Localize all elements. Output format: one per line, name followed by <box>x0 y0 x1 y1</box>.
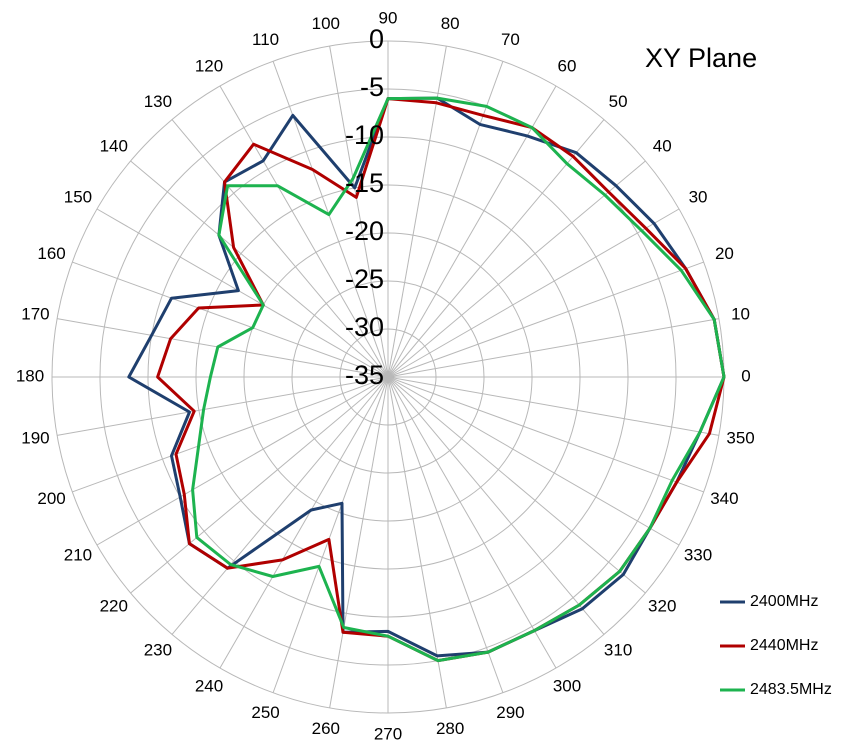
angle-tick-label: 10 <box>731 304 750 323</box>
angle-tick-label: 330 <box>684 545 712 564</box>
grid-spoke <box>72 376 389 493</box>
angle-tick-label: 340 <box>710 489 738 508</box>
polar-grid <box>51 40 725 714</box>
angle-tick-label: 180 <box>16 366 44 385</box>
angle-tick-label: 350 <box>726 429 754 448</box>
angle-tick-label: 60 <box>558 56 577 75</box>
grid-spoke <box>130 160 389 378</box>
angle-tick-label: 140 <box>100 136 128 155</box>
grid-spoke <box>387 376 447 708</box>
grid-spoke <box>387 376 605 635</box>
angle-tick-label: 290 <box>496 703 524 722</box>
angle-tick-label: 20 <box>715 244 734 263</box>
radial-labels: 0 -5 -10 -15 -20 -25 -30 -35 <box>345 24 384 390</box>
angle-tick-label: 70 <box>501 30 520 49</box>
radial-tick-label: -15 <box>345 168 384 198</box>
series-line-2483-5mhz <box>191 96 726 663</box>
angle-tick-label: 210 <box>64 545 92 564</box>
series-line-2440mhz <box>156 97 726 663</box>
grid-spoke <box>387 376 646 594</box>
grid-spoke <box>57 376 389 436</box>
radial-tick-label: -35 <box>345 360 384 390</box>
series-lines <box>127 96 726 663</box>
angle-tick-label: 300 <box>553 677 581 696</box>
angle-tick-label: 130 <box>144 92 172 111</box>
chart-title: XY Plane <box>645 43 757 73</box>
radial-tick-label: 0 <box>369 24 384 54</box>
angle-tick-label: 310 <box>604 641 632 660</box>
radial-tick-label: -10 <box>345 120 384 150</box>
angle-tick-label: 80 <box>441 14 460 33</box>
angle-tick-label: 150 <box>64 187 92 206</box>
grid-spoke <box>387 85 557 378</box>
radial-tick-label: -20 <box>345 216 384 246</box>
grid-spoke <box>387 160 646 378</box>
grid-spoke <box>387 376 504 693</box>
grid-spoke <box>219 376 389 669</box>
radial-tick-label: -30 <box>345 312 384 342</box>
angle-tick-label: 250 <box>251 703 279 722</box>
grid-spoke <box>171 376 389 635</box>
grid-spoke <box>72 261 389 378</box>
grid-spoke <box>329 376 389 708</box>
angle-tick-label: 120 <box>195 56 223 75</box>
angle-tick-label: 90 <box>379 8 398 27</box>
grid-spoke <box>171 119 389 378</box>
angle-tick-label: 100 <box>312 14 340 33</box>
grid-spoke <box>387 261 704 378</box>
grid-spoke <box>272 61 389 378</box>
angle-tick-label: 160 <box>37 244 65 263</box>
angle-tick-label: 110 <box>252 30 279 49</box>
angle-tick-label: 280 <box>436 719 464 738</box>
angle-tick-label: 260 <box>312 719 340 738</box>
legend-label: 2400MHz <box>750 593 818 610</box>
angle-tick-label: 270 <box>374 724 402 743</box>
grid-spoke <box>96 208 389 378</box>
radial-tick-label: -25 <box>345 264 384 294</box>
angle-tick-label: 220 <box>100 597 128 616</box>
legend-label: 2483.5MHz <box>750 681 832 698</box>
angle-tick-label: 170 <box>21 304 49 323</box>
grid-spoke <box>219 85 389 378</box>
radial-tick-label: -5 <box>360 72 384 102</box>
grid-spoke <box>387 376 719 436</box>
angle-tick-label: 40 <box>653 136 672 155</box>
grid-spoke <box>57 318 389 378</box>
angle-tick-label: 50 <box>609 92 628 111</box>
angle-tick-label: 230 <box>144 641 172 660</box>
grid-spoke <box>387 376 704 493</box>
angle-labels: 0 10 20 30 40 50 60 70 80 90 100 110 120 130 140 150 160… <box>16 8 755 743</box>
angle-tick-label: 190 <box>21 429 49 448</box>
grid-spoke <box>387 208 680 378</box>
angle-tick-label: 240 <box>195 677 223 696</box>
angle-tick-label: 320 <box>648 597 676 616</box>
grid-spoke <box>272 376 389 693</box>
grid-spoke <box>387 46 447 378</box>
angle-tick-label: 0 <box>741 366 750 385</box>
grid-spoke <box>387 318 719 378</box>
legend-label: 2440MHz <box>750 637 818 654</box>
grid-spoke <box>387 376 557 669</box>
legend: 2400MHz 2440MHz 2483.5MHz <box>720 593 832 698</box>
grid-spoke <box>387 61 504 378</box>
grid-spoke <box>329 46 389 378</box>
grid-spoke <box>387 119 605 378</box>
angle-tick-label: 30 <box>689 187 708 206</box>
grid-spoke <box>387 376 680 546</box>
grid-spoke <box>96 376 389 546</box>
grid-spoke <box>130 376 389 594</box>
angle-tick-label: 200 <box>37 489 65 508</box>
